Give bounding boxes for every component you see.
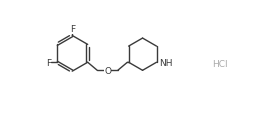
Text: HCl: HCl — [212, 60, 228, 69]
Text: O: O — [104, 67, 111, 76]
Text: F: F — [46, 59, 51, 68]
Text: F: F — [70, 25, 75, 34]
Text: NH: NH — [159, 59, 173, 68]
